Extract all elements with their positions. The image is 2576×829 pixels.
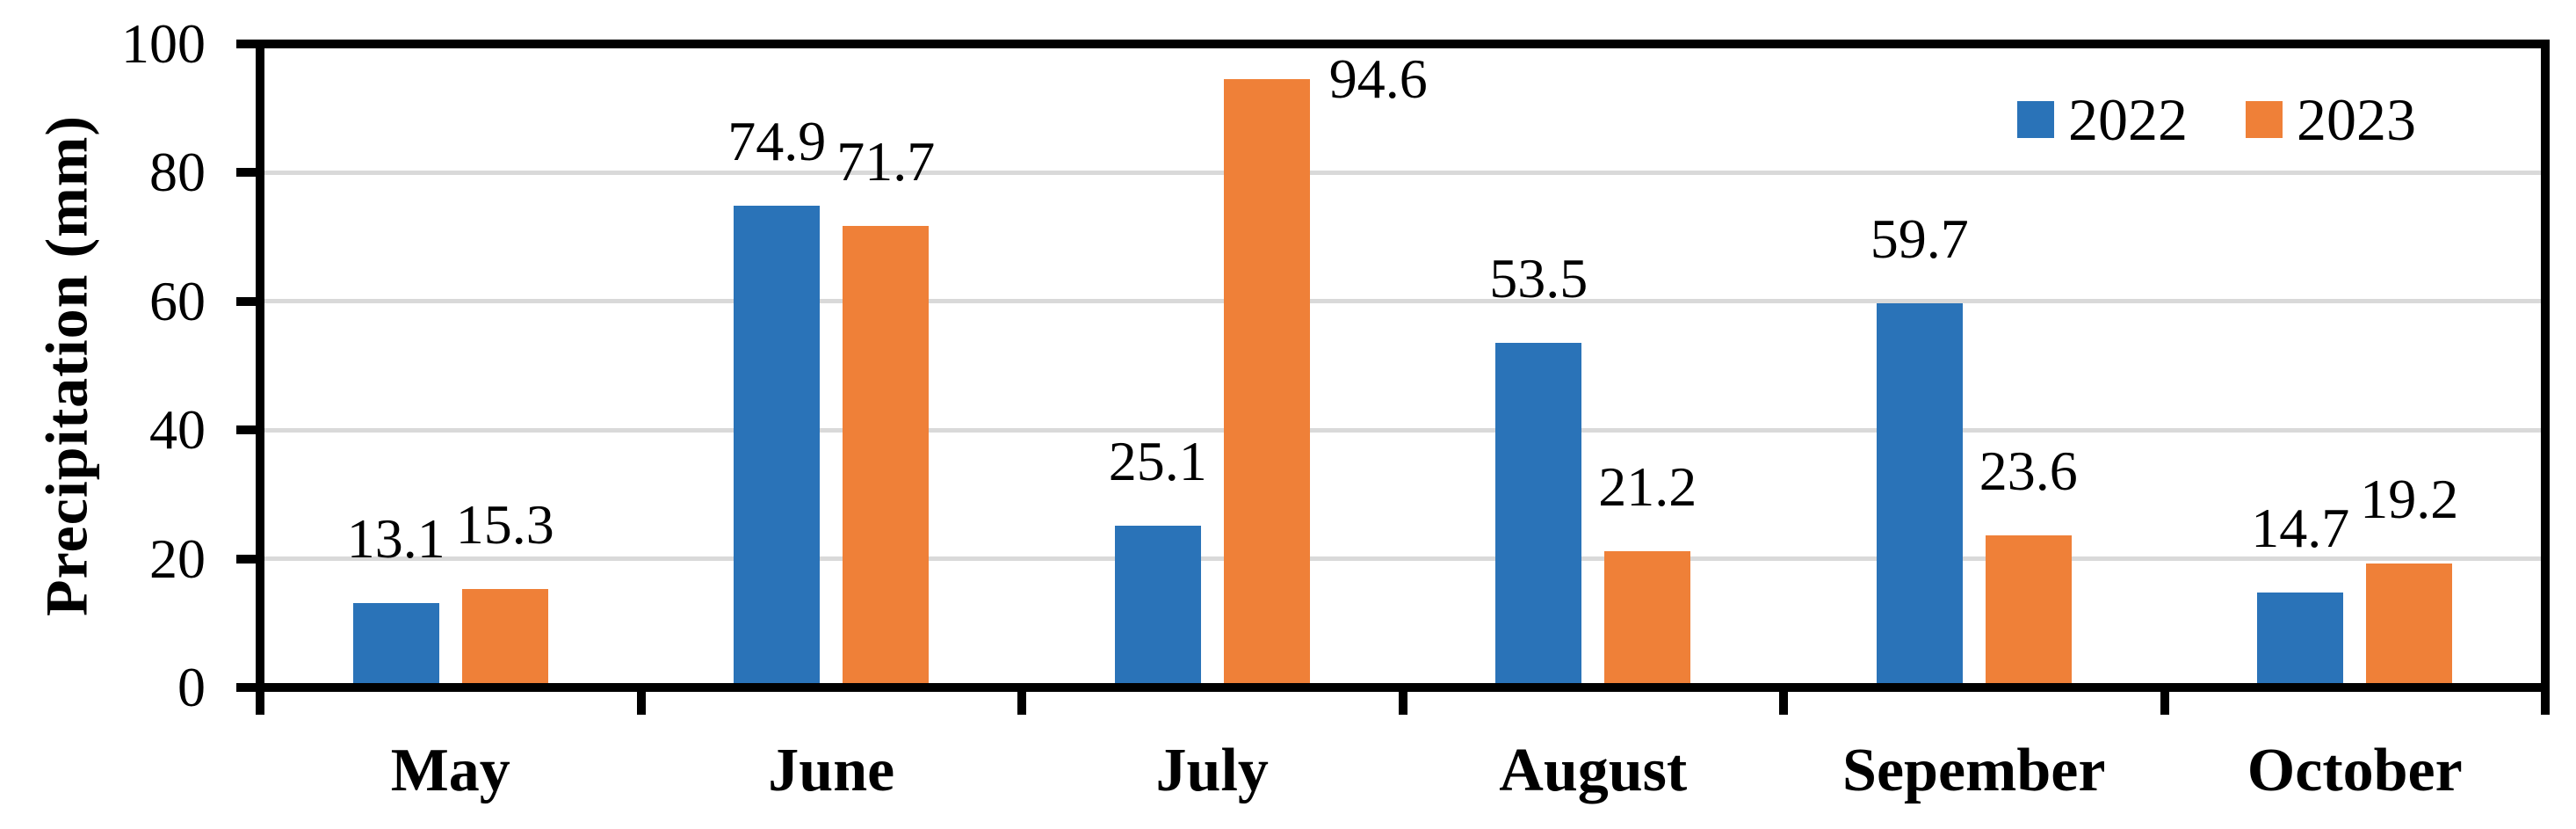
y-tick-60: [236, 296, 260, 306]
x-tick-6: [2541, 692, 2550, 715]
bar-2022-July: [1114, 526, 1201, 687]
y-tick-label-80: 80: [149, 141, 206, 204]
y-tick-label-100: 100: [121, 12, 206, 75]
legend: 2022 2023: [2017, 89, 2416, 150]
axis-right: [2541, 40, 2550, 715]
gridline-60: [260, 299, 2545, 304]
value-label-2023-May: 15.3: [455, 493, 554, 556]
gridline-80: [260, 170, 2545, 175]
legend-item-2023: 2023: [2246, 90, 2416, 149]
bar-2022-Sepember: [1876, 302, 1963, 687]
value-label-2022-October: 14.7: [2251, 497, 2350, 560]
bar-2022-May: [352, 603, 439, 687]
value-label-2022-Sepember: 59.7: [1870, 207, 1969, 270]
value-label-2023-October: 19.2: [2360, 468, 2459, 531]
gridline-20: [260, 556, 2545, 562]
bar-2023-October: [2366, 564, 2453, 687]
axis-left: [256, 40, 264, 715]
y-tick-20: [236, 554, 260, 564]
y-tick-label-0: 0: [177, 656, 206, 718]
value-label-2023-August: 21.2: [1598, 454, 1697, 518]
value-label-2022-June: 74.9: [727, 109, 827, 172]
value-label-2022-May: 13.1: [346, 507, 445, 571]
axis-bottom: [236, 683, 2550, 692]
legend-label-2022: 2022: [2068, 86, 2188, 153]
x-tick-0: [256, 692, 264, 715]
x-tick-label-May: May: [390, 737, 510, 804]
value-label-2023-June: 71.7: [836, 130, 936, 193]
bar-2022-October: [2257, 593, 2344, 687]
legend-swatch-2023: [2246, 101, 2283, 138]
x-tick-4: [1779, 692, 1788, 715]
x-tick-label-August: August: [1499, 737, 1688, 804]
y-tick-100: [236, 40, 260, 48]
legend-label-2023: 2023: [2297, 86, 2416, 153]
bar-2022-June: [734, 205, 821, 687]
value-label-2023-July: 94.6: [1328, 47, 1428, 110]
y-tick-label-20: 20: [149, 527, 206, 590]
legend-item-2022: 2022: [2017, 90, 2188, 149]
y-tick-label-60: 60: [149, 269, 206, 332]
x-tick-label-July: July: [1155, 737, 1269, 804]
x-tick-5: [2160, 692, 2169, 715]
y-tick-40: [236, 425, 260, 435]
x-tick-1: [636, 692, 646, 715]
value-label-2023-Sepember: 23.6: [1979, 440, 2078, 503]
bar-2023-May: [461, 589, 548, 687]
x-tick-2: [1017, 692, 1026, 715]
y-tick-0: [236, 683, 260, 692]
bar-2022-August: [1495, 343, 1582, 687]
bar-2023-August: [1604, 550, 1691, 687]
gridline-40: [260, 427, 2545, 433]
bar-2023-June: [843, 226, 930, 687]
x-tick-label-June: June: [768, 737, 895, 804]
value-label-2022-July: 25.1: [1108, 430, 1207, 493]
axis-top: [236, 40, 2550, 48]
bar-2023-July: [1223, 78, 1310, 687]
y-tick-80: [236, 168, 260, 178]
legend-swatch-2022: [2017, 101, 2054, 138]
x-tick-label-October: October: [2247, 737, 2463, 804]
y-tick-label-40: 40: [149, 398, 206, 462]
bar-2023-Sepember: [1985, 535, 2072, 687]
x-tick-label-Sepember: Sepember: [1842, 737, 2106, 804]
value-label-2022-August: 53.5: [1489, 247, 1588, 310]
x-tick-3: [1398, 692, 1407, 715]
